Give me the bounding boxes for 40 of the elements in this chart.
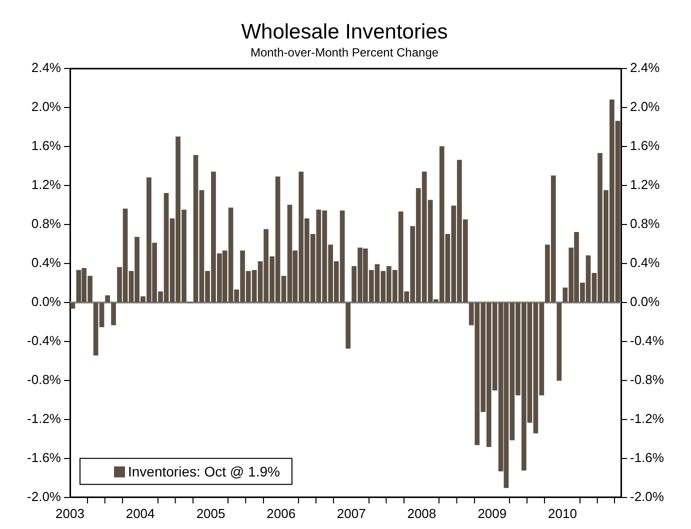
x-tick-label: 2008 <box>407 506 436 521</box>
x-tick-label: 2005 <box>196 506 226 521</box>
y2-tick-label: 1.6% <box>630 138 660 154</box>
y2-tick-label: 0.0% <box>630 294 660 310</box>
y2-tick-label: -1.6% <box>630 450 664 465</box>
y-tick-label: 1.6% <box>31 138 62 154</box>
chart-subtitle: Month-over-Month Percent Change <box>250 46 439 60</box>
y-tick-label: -1.2% <box>27 411 62 426</box>
x-tick-label: 2003 <box>56 506 84 521</box>
y-tick-label: -0.4% <box>27 333 62 348</box>
y-tick-label: 0.4% <box>31 255 62 270</box>
x-tick-label: 2004 <box>126 506 155 521</box>
y2-tick-label: 2.4% <box>630 60 660 76</box>
x-tick-label: 2009 <box>478 506 507 521</box>
y2-tick-label: 1.2% <box>630 177 660 192</box>
bar <box>70 302 76 309</box>
bar <box>105 295 110 302</box>
legend-label: Inventories: Oct @ 1.9% <box>128 463 280 480</box>
chart-title: Wholesale Inventories <box>241 20 448 44</box>
y-tick-label: -0.8% <box>27 372 62 388</box>
y-tick-label: 0.0% <box>31 294 62 310</box>
bar <box>111 302 116 326</box>
y2-tick-label: -0.4% <box>630 333 664 348</box>
y2-tick-label: 0.8% <box>630 216 660 232</box>
y2-tick-label: 2.0% <box>630 99 660 114</box>
y2-tick-label: -1.2% <box>630 411 664 426</box>
y-tick-label: 0.8% <box>31 216 62 232</box>
bar <box>346 302 351 349</box>
x-tick-label: 2007 <box>336 506 366 521</box>
y2-tick-label: -0.8% <box>630 372 664 388</box>
y-tick-label: 2.4% <box>31 60 62 76</box>
x-tick-label: 2006 <box>266 506 296 521</box>
bar <box>556 302 562 381</box>
y2-tick-label: -2.0% <box>630 488 664 504</box>
y2-tick-label: 0.4% <box>630 255 660 270</box>
y-tick-label: 2.0% <box>31 99 62 114</box>
y-tick-label: 1.2% <box>31 177 62 192</box>
x-tick-label: 2010 <box>548 506 577 521</box>
y-tick-label: -1.6% <box>27 450 62 465</box>
y-tick-label: -2.0% <box>27 488 62 504</box>
